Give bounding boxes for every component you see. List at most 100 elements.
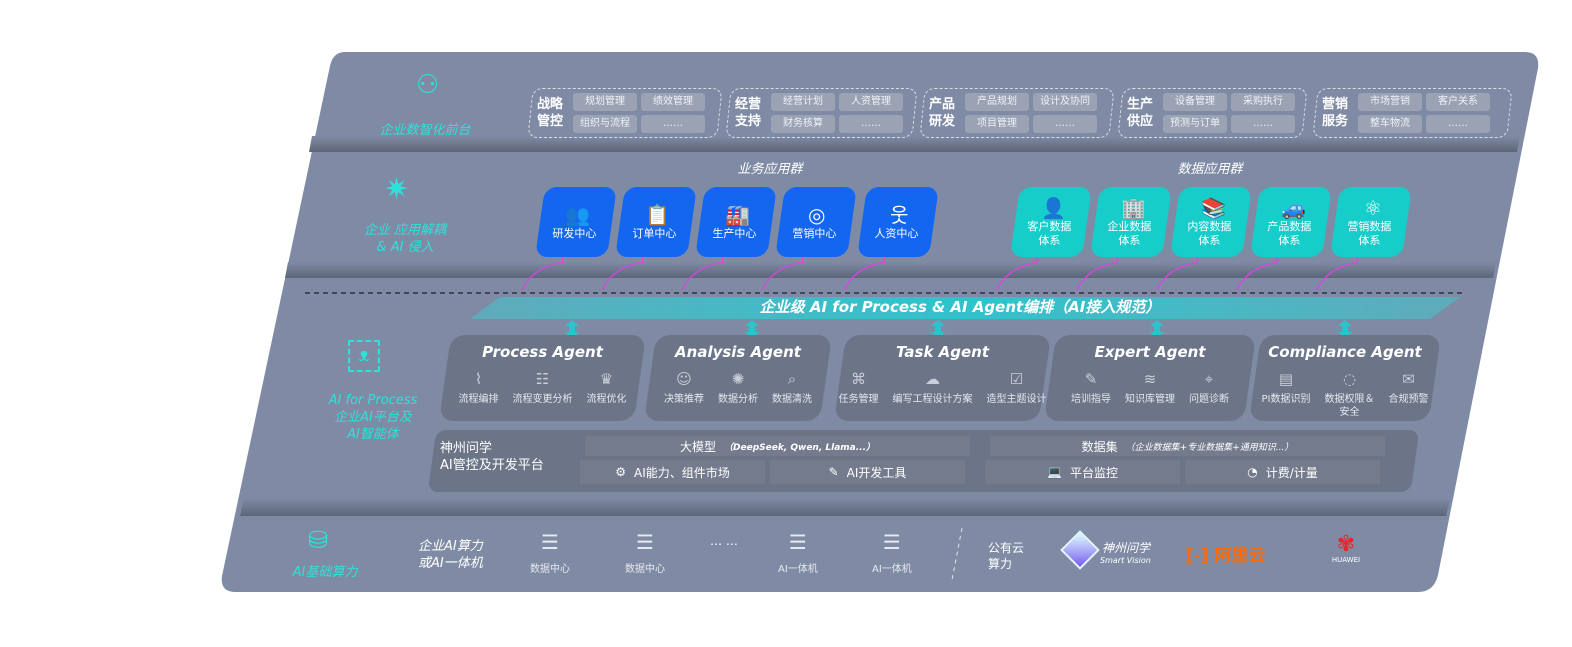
gauge-icon: ◔ [1247,465,1258,479]
feature-label: 决策推荐 [664,394,704,405]
business-app-tile[interactable]: 📋 订单中心 [615,187,697,257]
agent-card[interactable]: Analysis Agent ☺ 决策推荐 ✺ 数据分析 ⌕ 数据清洗 [643,335,833,421]
front-chip[interactable]: 设计及协同 [1033,93,1097,111]
tool-dev[interactable]: ✎ AI开发工具 [770,460,965,484]
front-chip[interactable]: 项目管理 [965,115,1029,133]
agent-feature: ◌ 数据权限＆ 安全 [1324,369,1374,419]
feature-label: 任务管理 [838,394,879,405]
tool-market[interactable]: ⚙ AI能力、组件市场 [580,460,765,484]
agent-name: Compliance Agent [1268,343,1422,361]
feature-icon: ✉ [1402,370,1415,388]
data-apps-title: 数据应用群 [1177,162,1243,177]
front-chip[interactable]: 客户关系 [1426,93,1490,111]
feature-icon: ▤ [1278,370,1294,388]
front-chip[interactable]: …… [1231,115,1295,133]
agent-feature: ≋ 知识库管理 [1125,369,1175,406]
access-arrow [1156,247,1200,291]
front-chip[interactable]: 经营计划 [771,93,835,111]
tile-label: 人资中心 [874,227,919,240]
tool-monitor[interactable]: 💻 平台监控 [985,460,1180,484]
front-chip[interactable]: 财务核算 [771,115,835,133]
business-app-tile[interactable]: 👥 研发中心 [535,187,617,257]
feature-label: 流程优化 [586,394,627,405]
dataset-strip: 数据集 （企业数据集+专业数据集+通用知识...） [990,436,1385,456]
front-chip[interactable]: 预测与订单 [1163,115,1227,133]
agent-card[interactable]: Task Agent ⌘ 任务管理 ☁ 编写工程设计方案 ☑ 造型主题设计 [833,335,1052,421]
tile-label: 营销中心 [792,227,837,240]
private-compute-label: 企业AI算力 或AI一体机 [418,539,483,571]
node-datacenter-1: ☰ 数据中心 [530,530,570,575]
feature-icon: ⌇ [474,370,483,388]
front-chip[interactable]: 整车物流 [1358,115,1422,133]
bidirectional-arrow [745,320,759,339]
layer-ai-label: AI for Process 企业AI平台及 AI智能体 [328,393,418,442]
bidirectional-arrow [565,320,579,339]
node-label: 数据中心 [530,564,570,575]
group-title: 营销 服务 [1322,97,1349,129]
feature-label: 数据清洗 [772,394,812,405]
business-app-tile[interactable]: 🏭 生产中心 [695,187,777,257]
data-app-tile[interactable]: ⚛ 营销数据 体系 [1330,187,1412,257]
layer-compute-label: AI基础算力 [292,565,358,580]
target-icon: ◎ [808,203,826,227]
dataset-label: 数据集 [1081,439,1118,454]
agent-card[interactable]: Expert Agent ✎ 培训指导 ≋ 知识库管理 ⌖ 问题诊断 [1043,335,1257,421]
front-chip[interactable]: …… [1033,115,1097,133]
node-label: AI一体机 [778,564,818,575]
front-chip[interactable]: 市场营销 [1358,93,1422,111]
node-ai-box-1: ☰ AI一体机 [778,530,818,575]
feature-label: 造型主题设计 [986,394,1047,405]
front-chip[interactable]: …… [641,115,705,133]
layer-app-label: 企业 应用解耦 & AI 侵入 [363,223,447,255]
front-chip[interactable]: 组织与流程 [573,115,637,133]
feature-icon: ⌖ [1204,370,1214,388]
group-title: 经营 支持 [735,97,762,129]
feature-icon: ☁ [925,370,940,388]
business-app-tile[interactable]: ◎ 营销中心 [775,187,857,257]
front-group: 生产 供应 设备管理 采购执行 预测与订单…… [1117,88,1308,138]
front-chip[interactable]: 产品规划 [965,93,1029,111]
front-chip[interactable]: 规划管理 [573,93,637,111]
agent-feature: ⌕ 数据清洗 [772,369,812,406]
car-icon: 🚙 [1280,196,1306,220]
huawei-text: HUAWEI [1331,556,1361,564]
front-chip[interactable]: 人资管理 [839,93,903,111]
access-arrow [601,247,645,291]
front-chip[interactable]: 绩效管理 [641,93,705,111]
access-arrow [996,247,1040,291]
agent-feature: ⌇ 流程编排 [459,369,499,406]
group-title: 战略 管控 [537,97,564,129]
feature-label: 流程变更分析 [512,394,573,405]
database-icon: ⛁ [308,526,329,554]
smart-vision-en: Smart Vision [1100,556,1151,565]
tool-billing[interactable]: ◔ 计费/计量 [1185,460,1380,484]
front-chip[interactable]: 设备管理 [1163,93,1227,111]
agent-feature: ☺ 决策推荐 [664,369,704,406]
data-app-tile[interactable]: 🚙 产品数据 体系 [1250,187,1332,257]
access-arrow [1236,247,1280,291]
model-label: 大模型 [680,439,717,454]
user-icon: 👤 [1040,196,1066,220]
tool-label: 计费/计量 [1265,465,1318,480]
agent-feature: ⌖ 问题诊断 [1189,369,1229,406]
front-chip[interactable]: 采购执行 [1231,93,1295,111]
agent-name: Task Agent [895,343,990,361]
front-group: 产品 研发 产品规划 设计及协同 项目管理…… [919,88,1115,138]
front-chip[interactable]: …… [839,115,903,133]
agent-card[interactable]: Process Agent ⌇ 流程编排 ☷ 流程变更分析 ♛ 流程优化 [438,335,647,421]
tile-label: 订单中心 [632,227,677,240]
access-arrow [1076,247,1120,291]
tile-label: 内容数据 体系 [1187,220,1232,247]
books-icon: 📚 [1200,196,1226,220]
feature-label: 流程编排 [458,394,499,405]
data-app-tile[interactable]: 🏢 企业数据 体系 [1090,187,1172,257]
business-app-tile[interactable]: 웃 人资中心 [857,187,939,257]
front-chip[interactable]: …… [1426,115,1490,133]
front-group: 战略 管控 规划管理 绩效管理 组织与流程…… [527,88,723,138]
agent-card[interactable]: Compliance Agent ▤ PI数据识别 ◌ 数据权限＆ 安全 ✉ 合规预警 [1248,335,1442,421]
data-app-tile[interactable]: 👤 客户数据 体系 [1010,187,1092,257]
building-icon: 🏢 [1120,196,1146,220]
data-app-tile[interactable]: 📚 内容数据 体系 [1170,187,1252,257]
feature-label: 数据权限＆ 安全 [1324,394,1375,418]
bidirectional-arrow [931,320,945,339]
